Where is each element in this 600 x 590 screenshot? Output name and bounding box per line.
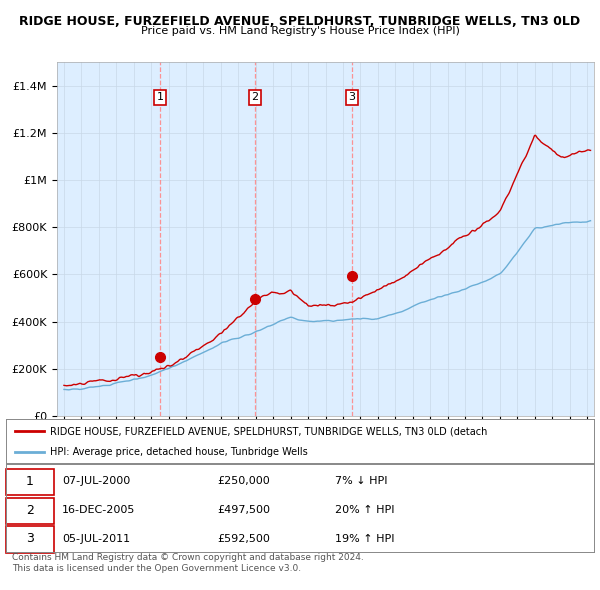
FancyBboxPatch shape: [6, 468, 54, 495]
Text: Price paid vs. HM Land Registry's House Price Index (HPI): Price paid vs. HM Land Registry's House …: [140, 26, 460, 36]
Text: £250,000: £250,000: [218, 476, 271, 486]
Text: RIDGE HOUSE, FURZEFIELD AVENUE, SPELDHURST, TUNBRIDGE WELLS, TN3 0LD: RIDGE HOUSE, FURZEFIELD AVENUE, SPELDHUR…: [19, 15, 581, 28]
Text: 3: 3: [349, 93, 355, 102]
FancyBboxPatch shape: [6, 526, 54, 552]
Text: £592,500: £592,500: [218, 534, 271, 544]
Text: 1: 1: [157, 93, 164, 102]
Text: HPI: Average price, detached house, Tunbridge Wells: HPI: Average price, detached house, Tunb…: [50, 447, 308, 457]
Text: 3: 3: [26, 533, 34, 546]
Text: £497,500: £497,500: [218, 505, 271, 515]
Text: RIDGE HOUSE, FURZEFIELD AVENUE, SPELDHURST, TUNBRIDGE WELLS, TN3 0LD (detach: RIDGE HOUSE, FURZEFIELD AVENUE, SPELDHUR…: [50, 427, 487, 436]
Text: Contains HM Land Registry data © Crown copyright and database right 2024.
This d: Contains HM Land Registry data © Crown c…: [12, 553, 364, 573]
Text: 19% ↑ HPI: 19% ↑ HPI: [335, 534, 395, 544]
Text: 07-JUL-2000: 07-JUL-2000: [62, 476, 130, 486]
Text: 05-JUL-2011: 05-JUL-2011: [62, 534, 130, 544]
FancyBboxPatch shape: [6, 497, 54, 524]
Text: 16-DEC-2005: 16-DEC-2005: [62, 505, 135, 515]
Text: 2: 2: [251, 93, 259, 102]
Text: 1: 1: [26, 475, 34, 488]
Text: 7% ↓ HPI: 7% ↓ HPI: [335, 476, 388, 486]
Text: 2: 2: [26, 504, 34, 517]
Text: 20% ↑ HPI: 20% ↑ HPI: [335, 505, 395, 515]
